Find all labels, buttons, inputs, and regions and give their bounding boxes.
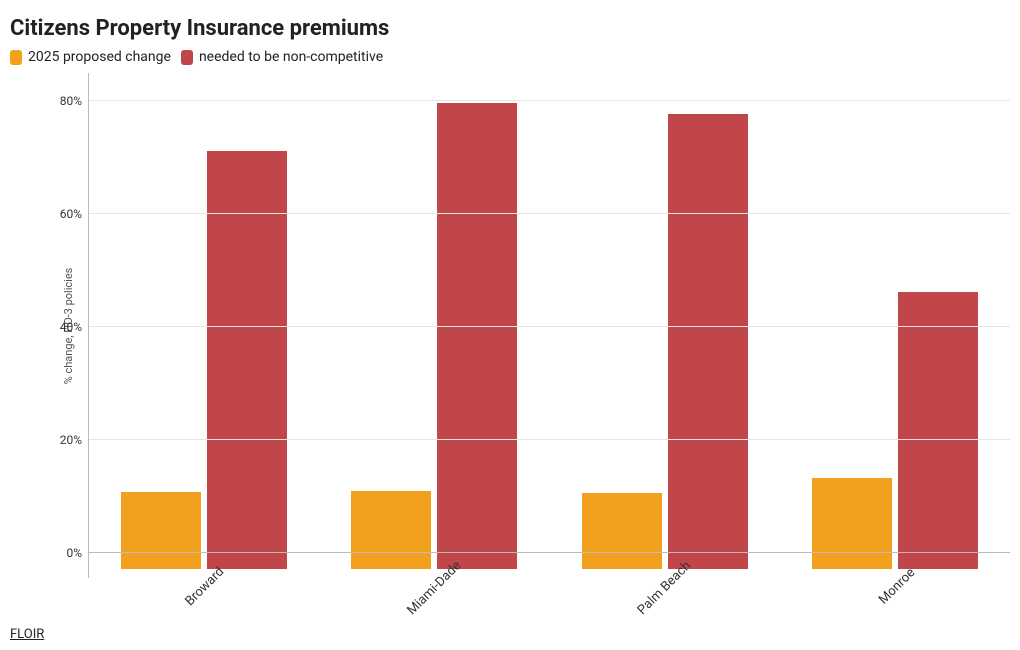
bar bbox=[668, 114, 748, 568]
legend: 2025 proposed change needed to be non-co… bbox=[10, 49, 1010, 65]
x-label-cell: Broward bbox=[88, 568, 319, 638]
gridline bbox=[89, 439, 1010, 440]
bar bbox=[351, 491, 431, 568]
x-axis-label: Broward bbox=[183, 564, 228, 609]
bar bbox=[437, 103, 517, 569]
chart-area: % change, HO-3 policies 0%20%40%60%80% B… bbox=[10, 73, 1010, 578]
y-tick-label: 20% bbox=[60, 433, 82, 447]
legend-label-series2: needed to be non-competitive bbox=[199, 49, 383, 65]
x-axis-label: Miami-Dade bbox=[404, 558, 464, 618]
bar bbox=[121, 492, 201, 568]
legend-label-series1: 2025 proposed change bbox=[28, 49, 171, 65]
x-axis-label: Monroe bbox=[876, 565, 918, 607]
legend-swatch-series2 bbox=[181, 50, 193, 65]
y-tick-label: 40% bbox=[60, 320, 82, 334]
legend-item-series1: 2025 proposed change bbox=[10, 49, 171, 65]
source-link[interactable]: FLOIR bbox=[10, 627, 44, 642]
x-axis-labels: BrowardMiami-DadePalm Beach Monroe bbox=[88, 568, 1010, 638]
baseline bbox=[89, 552, 1010, 553]
x-label-cell: Palm Beach bbox=[549, 568, 780, 638]
plot-area bbox=[88, 73, 1010, 578]
legend-item-series2: needed to be non-competitive bbox=[181, 49, 383, 65]
bar bbox=[898, 292, 978, 569]
x-axis-label: Palm Beach bbox=[635, 558, 694, 617]
y-axis-ticks: 0% 20% 40% 60% 80% bbox=[40, 73, 88, 578]
y-tick-label: 80% bbox=[60, 94, 82, 108]
x-label-cell: Miami-Dade bbox=[319, 568, 550, 638]
gridline bbox=[89, 213, 1010, 214]
x-label-cell: Monroe bbox=[780, 568, 1011, 638]
bar bbox=[812, 478, 892, 568]
chart-title: Citizens Property Insurance premiums bbox=[10, 16, 1010, 41]
legend-swatch-series1 bbox=[10, 50, 22, 65]
y-tick-label: 60% bbox=[60, 207, 82, 221]
bar bbox=[582, 493, 662, 569]
gridline bbox=[89, 326, 1010, 327]
y-tick-label: 0% bbox=[66, 546, 82, 560]
gridline bbox=[89, 100, 1010, 101]
